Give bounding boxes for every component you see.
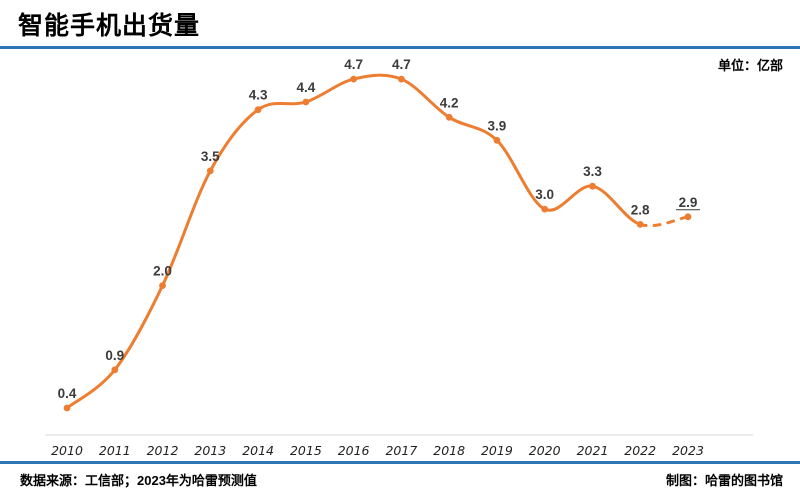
- x-tick-2011: 2011: [99, 443, 131, 458]
- data-point-2022: [636, 221, 644, 228]
- data-label-2016: 4.7: [344, 57, 363, 72]
- x-tick-2012: 2012: [147, 443, 179, 458]
- data-point-2017: [398, 75, 405, 83]
- data-point-2013: [206, 167, 214, 175]
- data-label-2013: 3.5: [201, 149, 220, 164]
- chart-credit-note: 制图：哈雷的图书馆: [665, 473, 783, 488]
- x-tick-2015: 2015: [290, 443, 322, 458]
- data-point-2021: [589, 182, 596, 190]
- data-label-2018: 4.2: [440, 95, 459, 110]
- x-tick-2013: 2013: [194, 443, 226, 458]
- data-point-2018: [445, 113, 453, 121]
- data-point-2012: [159, 282, 166, 289]
- data-point-2015: [302, 98, 310, 106]
- data-point-2010: [63, 404, 71, 412]
- data-label-2019: 3.9: [488, 118, 507, 133]
- x-tick-2021: 2021: [577, 443, 609, 458]
- trend-line-solid: [65, 73, 642, 410]
- data-label-2011: 0.9: [105, 348, 124, 363]
- x-tick-2022: 2022: [624, 443, 656, 458]
- x-tick-2017: 2017: [385, 443, 417, 458]
- x-tick-2020: 2020: [529, 443, 561, 458]
- data-label-2015: 4.4: [297, 80, 316, 95]
- x-tick-2014: 2014: [242, 443, 274, 458]
- bottom-divider-line: [0, 461, 800, 464]
- x-tick-2010: 2010: [51, 443, 83, 458]
- data-label-2014: 4.3: [249, 88, 268, 103]
- data-label-2020: 3.0: [535, 187, 554, 202]
- top-divider-line: [0, 46, 800, 49]
- data-point-2016: [350, 75, 357, 83]
- data-label-2017: 4.7: [392, 57, 411, 72]
- x-tick-2016: 2016: [338, 443, 370, 458]
- data-point-2011: [111, 366, 119, 374]
- data-point-2020: [541, 205, 549, 213]
- data-point-2023: [684, 213, 692, 221]
- data-label-2021: 3.3: [583, 164, 602, 179]
- data-label-2012: 2.0: [153, 264, 172, 279]
- data-label-2023: 2.9: [679, 195, 698, 210]
- data-label-2010: 0.4: [58, 386, 77, 401]
- trend-line-dashed-forecast: [638, 215, 690, 228]
- page-title: 智能手机出货量: [18, 12, 201, 40]
- data-point-2019: [493, 136, 501, 144]
- x-tick-2023: 2023: [672, 443, 704, 458]
- x-tick-2019: 2019: [481, 443, 513, 458]
- data-source-note: 数据来源：工信部；2023年为哈雷预测值: [20, 473, 257, 488]
- unit-label: 单位：亿部: [717, 58, 783, 73]
- x-tick-2018: 2018: [433, 443, 465, 458]
- data-label-2022: 2.8: [631, 202, 650, 217]
- data-point-2014: [254, 106, 262, 114]
